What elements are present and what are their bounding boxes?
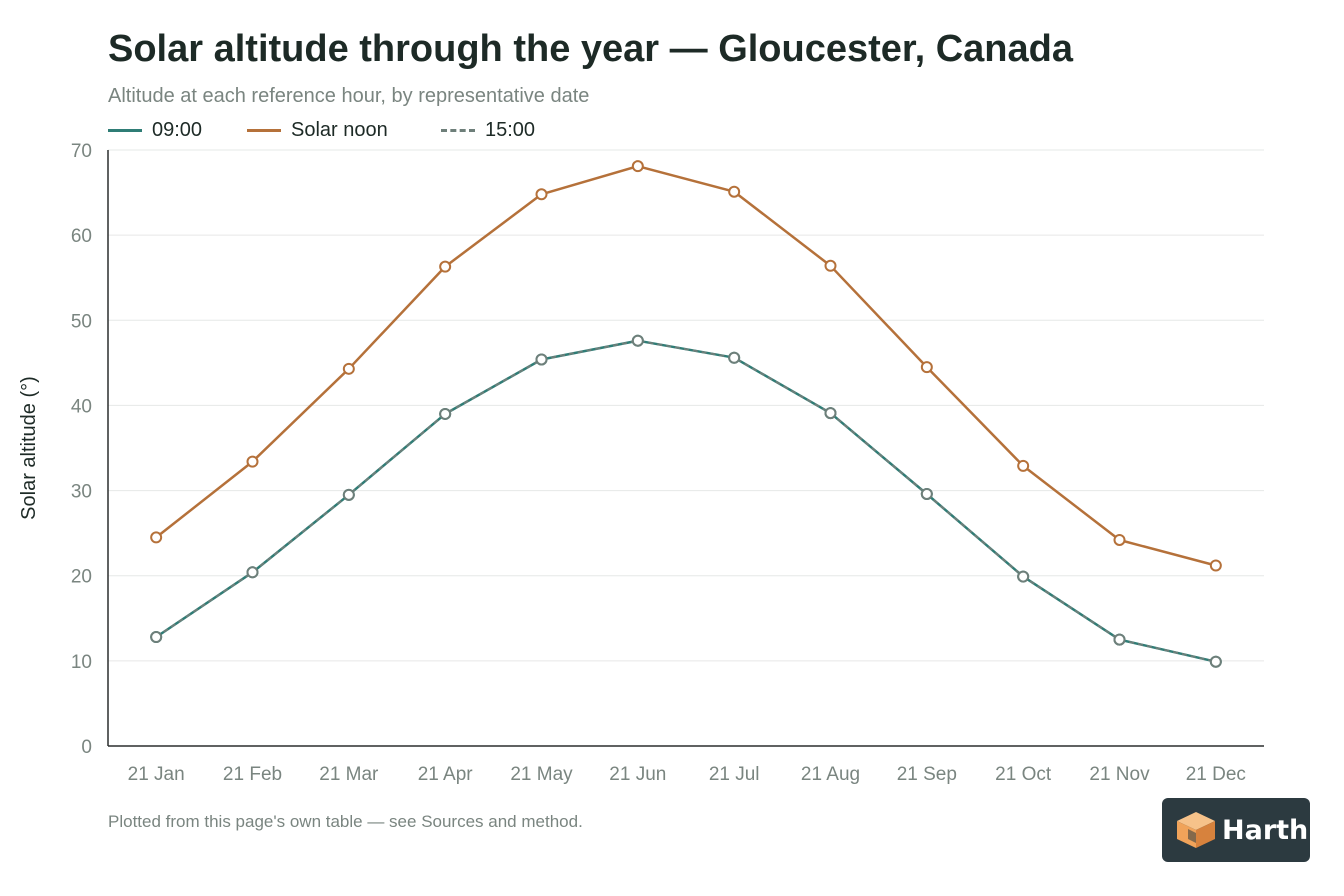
data-point-2-10 <box>1113 633 1126 646</box>
series-line-0 <box>155 339 1217 663</box>
x-tick-label-1: 21 Feb <box>223 764 282 785</box>
data-point-1-2 <box>342 362 355 375</box>
legend-swatch-solar-noon <box>247 129 281 132</box>
brand-badge[interactable]: Harth <box>1162 798 1310 862</box>
y-tick-label-40: 40 <box>71 396 92 417</box>
legend-item-0900: 09:00 <box>108 119 202 142</box>
data-point-2-9 <box>1017 570 1030 583</box>
cube-logo-icon <box>1177 812 1215 848</box>
data-point-2-3 <box>439 407 452 420</box>
data-point-1-10 <box>1113 533 1126 546</box>
data-point-2-5 <box>631 334 644 347</box>
chart-subtitle: Altitude at each reference hour, by repr… <box>108 85 590 107</box>
data-point-1-11 <box>1209 559 1222 572</box>
x-tick-label-8: 21 Sep <box>897 764 957 785</box>
data-point-2-0 <box>150 631 163 644</box>
data-point-1-7 <box>824 259 837 272</box>
x-tick-label-3: 21 Apr <box>418 764 474 785</box>
legend-swatch-0900 <box>108 129 142 132</box>
data-point-1-5 <box>631 160 644 173</box>
data-point-1-0 <box>150 531 163 544</box>
data-point-2-8 <box>920 487 933 500</box>
data-point-2-7 <box>824 407 837 420</box>
x-tick-label-0: 21 Jan <box>128 764 185 785</box>
x-tick-label-4: 21 May <box>510 764 573 785</box>
legend-label-0900: 09:00 <box>152 119 203 141</box>
data-point-1-8 <box>920 361 933 374</box>
grid-lines <box>108 149 1264 662</box>
series-line-2 <box>155 339 1217 663</box>
y-axis-ticks: 0 10 20 30 40 50 60 70 <box>71 141 92 758</box>
legend-label-1500: 15:00 <box>485 119 536 141</box>
data-point-2-4 <box>535 353 548 366</box>
x-tick-label-7: 21 Aug <box>801 764 860 785</box>
y-tick-label-20: 20 <box>71 567 92 588</box>
brand-name: Harth <box>1222 814 1309 846</box>
x-tick-label-6: 21 Jul <box>709 764 760 785</box>
series-line-1 <box>155 164 1217 567</box>
y-tick-label-0: 0 <box>81 737 92 758</box>
x-tick-label-11: 21 Dec <box>1186 764 1246 785</box>
data-point-2-6 <box>728 351 741 364</box>
y-tick-label-10: 10 <box>71 652 92 673</box>
series-lines <box>155 164 1217 663</box>
x-tick-label-5: 21 Jun <box>609 764 666 785</box>
legend-item-solar-noon: Solar noon <box>247 119 388 142</box>
data-point-1-4 <box>535 188 548 201</box>
y-tick-label-70: 70 <box>71 141 92 162</box>
data-point-2-2 <box>342 488 355 501</box>
legend-label-solar-noon: Solar noon <box>291 119 388 141</box>
x-tick-label-2: 21 Mar <box>319 764 379 785</box>
series-points <box>150 160 1222 668</box>
x-tick-label-9: 21 Oct <box>995 764 1052 785</box>
data-point-1-6 <box>728 185 741 198</box>
y-axis-label: Solar altitude (°) <box>18 376 40 520</box>
y-tick-label-30: 30 <box>71 482 92 503</box>
y-tick-label-60: 60 <box>71 226 92 247</box>
data-point-1-9 <box>1017 459 1030 472</box>
data-point-1-3 <box>439 260 452 273</box>
y-tick-label-50: 50 <box>71 311 92 332</box>
x-axis-ticks: 21 Jan 21 Feb 21 Mar 21 Apr 21 May 21 Jun 21 J… <box>128 764 1246 785</box>
legend-swatch-1500 <box>441 129 475 132</box>
chart-title: Solar altitude through the year — Glouce… <box>108 28 1073 70</box>
x-tick-label-10: 21 Nov <box>1089 764 1150 785</box>
data-point-2-11 <box>1209 655 1222 668</box>
data-point-1-1 <box>246 455 259 468</box>
legend-item-1500: 15:00 <box>441 119 535 142</box>
data-point-2-1 <box>246 566 259 579</box>
footnote: Plotted from this page's own table — see… <box>108 812 583 831</box>
